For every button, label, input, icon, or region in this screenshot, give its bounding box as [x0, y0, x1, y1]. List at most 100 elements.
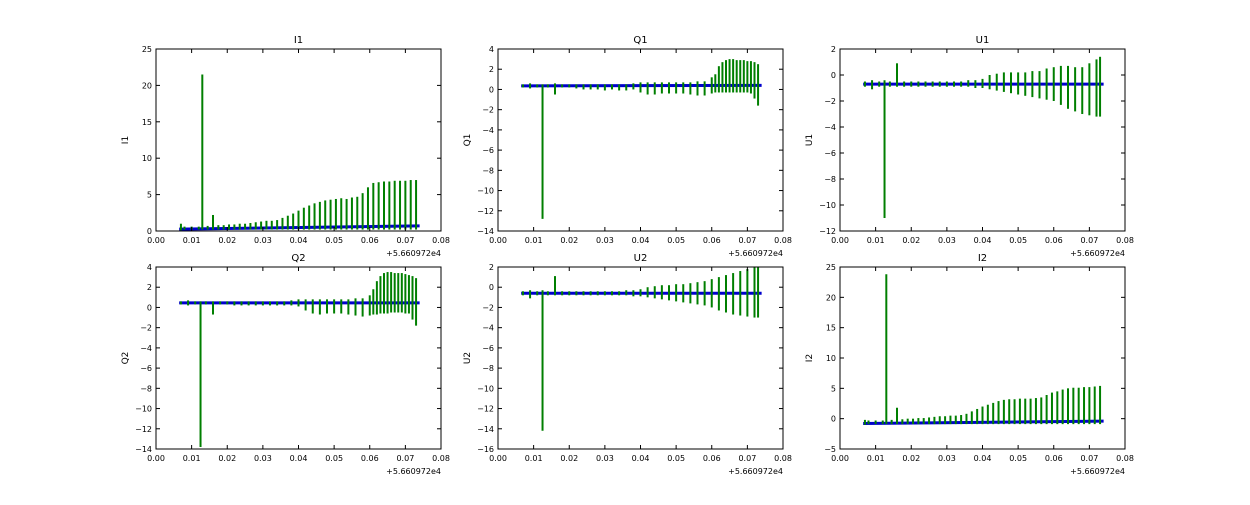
y-tick-label: −6	[140, 364, 152, 373]
x-offset-label: +5.660972e4	[728, 467, 783, 476]
panel-title: I1	[294, 35, 303, 46]
panel-title: U1	[976, 35, 990, 46]
x-tick-label: 0.06	[1045, 236, 1063, 245]
y-tick-label: 0	[147, 303, 152, 312]
y-tick-label: −8	[482, 166, 494, 175]
x-tick-label: 0.08	[774, 236, 792, 245]
x-tick-label: 0.00	[831, 454, 849, 463]
plot-area	[179, 272, 420, 447]
x-tick-label: 0.03	[254, 454, 272, 463]
y-axis-label: Q1	[463, 134, 473, 147]
y-tick-label: −10	[135, 405, 152, 414]
y-tick-label: −4	[482, 324, 494, 333]
x-tick-label: 0.08	[432, 236, 450, 245]
y-tick-label: −8	[824, 175, 836, 184]
y-axis-label: I2	[805, 354, 815, 362]
x-tick-label: 0.03	[596, 454, 614, 463]
y-tick-label: −4	[824, 123, 836, 132]
plot-area	[863, 274, 1104, 426]
x-tick-label: 0.07	[396, 236, 414, 245]
x-tick-label: 0.02	[902, 236, 920, 245]
x-tick-label: 0.05	[667, 236, 685, 245]
y-tick-label: −8	[140, 384, 152, 393]
chart-panel-u1: 0.00 0.01 0.02 0.03 0.04 0.05 0.06 0.07 0.08 −12 −…	[805, 35, 1134, 258]
x-offset-label: +5.660972e4	[386, 467, 441, 476]
axes-frame	[155, 48, 442, 232]
y-tick-label: −12	[135, 425, 152, 434]
x-tick-label: 0.04	[290, 454, 308, 463]
y-tick-label: −2	[482, 303, 494, 312]
x-tick-label: 0.05	[325, 236, 343, 245]
x-tick-label: 0.01	[525, 236, 543, 245]
x-tick-label: 0.03	[254, 236, 272, 245]
x-tick-label: 0.05	[325, 454, 343, 463]
y-tick-label: 20	[826, 293, 836, 302]
x-tick-label: 0.06	[361, 454, 379, 463]
x-tick-label: 0.02	[218, 454, 236, 463]
x-tick-label: 0.01	[525, 454, 543, 463]
x-tick-label: 0.03	[596, 236, 614, 245]
y-tick-label: −16	[477, 445, 494, 454]
y-tick-label: 0	[489, 283, 494, 292]
x-tick-label: 0.00	[147, 236, 165, 245]
x-tick-label: 0.02	[902, 454, 920, 463]
y-axis-label: U2	[463, 352, 473, 364]
y-tick-label: 25	[826, 263, 836, 272]
plot-area	[521, 59, 762, 219]
x-tick-label: 0.04	[974, 454, 992, 463]
y-tick-label: 2	[147, 283, 152, 292]
y-tick-label: 20	[142, 81, 152, 90]
x-tick-label: 0.00	[831, 236, 849, 245]
y-tick-label: 0	[831, 415, 836, 424]
x-tick-label: 0.04	[632, 236, 650, 245]
x-tick-label: 0.08	[774, 454, 792, 463]
y-tick-label: −2	[824, 97, 836, 106]
x-tick-label: 0.05	[667, 454, 685, 463]
y-tick-label: −12	[477, 207, 494, 216]
x-tick-label: 0.01	[183, 454, 201, 463]
y-tick-label: −2	[482, 106, 494, 115]
y-tick-label: 10	[826, 354, 836, 363]
x-tick-label: 0.00	[147, 454, 165, 463]
y-tick-label: 2	[489, 65, 494, 74]
x-tick-label: 0.01	[183, 236, 201, 245]
y-axis-label: Q2	[121, 352, 131, 365]
y-tick-label: 0	[147, 227, 152, 236]
plot-area	[863, 56, 1104, 218]
x-tick-label: 0.06	[703, 454, 721, 463]
x-tick-label: 0.08	[432, 454, 450, 463]
x-tick-label: 0.05	[1009, 236, 1027, 245]
x-tick-label: 0.00	[489, 236, 507, 245]
x-tick-label: 0.04	[974, 236, 992, 245]
chart-panel-q2: 0.00 0.01 0.02 0.03 0.04 0.05 0.06 0.07 0.08 −14 −…	[121, 253, 450, 476]
y-tick-label: 15	[826, 324, 836, 333]
x-offset-label: +5.660972e4	[728, 249, 783, 258]
x-tick-label: 0.07	[738, 236, 756, 245]
panel-title: Q2	[291, 253, 305, 264]
x-offset-label: +5.660972e4	[1070, 467, 1125, 476]
chart-panel-u2: 0.00 0.01 0.02 0.03 0.04 0.05 0.06 0.07 0.08 −16 −…	[463, 253, 792, 476]
x-tick-label: 0.07	[1080, 454, 1098, 463]
x-tick-label: 0.06	[703, 236, 721, 245]
x-tick-label: 0.01	[867, 454, 885, 463]
x-tick-label: 0.03	[938, 454, 956, 463]
y-tick-label: −14	[477, 227, 494, 236]
x-tick-label: 0.01	[867, 236, 885, 245]
x-tick-label: 0.05	[1009, 454, 1027, 463]
y-tick-label: −5	[824, 445, 836, 454]
y-tick-label: 4	[147, 263, 152, 272]
y-tick-label: −14	[135, 445, 152, 454]
chart-panel-q1: 0.00 0.01 0.02 0.03 0.04 0.05 0.06 0.07 0.08 −14 −…	[463, 35, 792, 258]
x-tick-label: 0.02	[560, 454, 578, 463]
y-tick-label: −6	[482, 146, 494, 155]
x-tick-label: 0.06	[361, 236, 379, 245]
x-offset-label: +5.660972e4	[386, 249, 441, 258]
y-tick-label: 0	[489, 85, 494, 94]
x-tick-label: 0.07	[396, 454, 414, 463]
y-tick-label: −6	[824, 149, 836, 158]
y-tick-label: −10	[477, 384, 494, 393]
y-tick-label: 25	[142, 45, 152, 54]
y-tick-label: 10	[142, 154, 152, 163]
